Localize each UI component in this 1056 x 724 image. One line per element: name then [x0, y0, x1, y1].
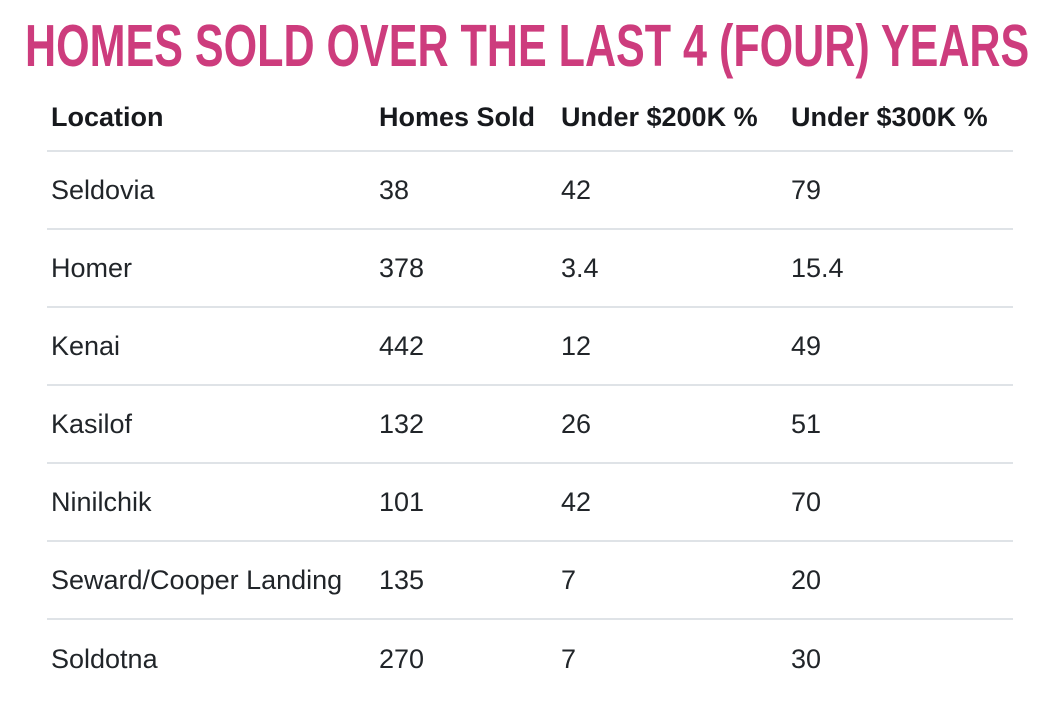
- table-row-soldotna: Soldotna 270 7 30: [47, 620, 1013, 698]
- cell-under-300k: 51: [791, 408, 822, 439]
- table-row-seward-cooper-landing: Seward/Cooper Landing 135 7 20: [47, 542, 1013, 620]
- cell-homes-sold: 101: [379, 486, 425, 517]
- cell-under-300k: 20: [791, 564, 822, 595]
- homes-sold-table: Location Homes Sold Under $200K % Under …: [47, 85, 1013, 698]
- cell-location: Seldovia: [51, 174, 155, 205]
- column-header-homes-sold: Homes Sold: [379, 102, 536, 132]
- cell-homes-sold: 442: [379, 330, 425, 361]
- cell-homes-sold: 38: [379, 174, 410, 205]
- cell-location: Kasilof: [51, 408, 133, 439]
- cell-under-300k: 79: [791, 174, 822, 205]
- cell-under-300k: 30: [791, 643, 822, 674]
- cell-under-300k: 70: [791, 486, 822, 517]
- cell-under-200k: 42: [561, 174, 592, 205]
- cell-under-200k: 7: [561, 564, 577, 595]
- cell-location: Homer: [51, 252, 133, 283]
- column-header-under-200k: Under $200K %: [561, 102, 758, 132]
- cell-homes-sold: 378: [379, 252, 425, 283]
- cell-under-300k: 15.4: [791, 252, 844, 283]
- column-header-under-300k: Under $300K %: [791, 102, 988, 132]
- table-row-homer: Homer 378 3.4 15.4: [47, 230, 1013, 308]
- cell-homes-sold: 270: [379, 643, 425, 674]
- page-title: HOMES SOLD OVER THE LAST 4 (FOUR) YEARS: [25, 13, 1030, 79]
- cell-homes-sold: 132: [379, 408, 425, 439]
- table-row-kenai: Kenai 442 12 49: [47, 308, 1013, 386]
- cell-homes-sold: 135: [379, 564, 425, 595]
- cell-under-200k: 3.4: [561, 252, 599, 283]
- cell-under-200k: 7: [561, 643, 577, 674]
- table-header-row: Location Homes Sold Under $200K % Under …: [47, 85, 1013, 152]
- cell-location: Seward/Cooper Landing: [51, 564, 343, 595]
- cell-under-200k: 26: [561, 408, 592, 439]
- cell-under-300k: 49: [791, 330, 822, 361]
- cell-location: Soldotna: [51, 643, 158, 674]
- column-header-location: Location: [51, 102, 164, 132]
- cell-under-200k: 42: [561, 486, 592, 517]
- table-row-kasilof: Kasilof 132 26 51: [47, 386, 1013, 464]
- table-row-seldovia: Seldovia 38 42 79: [47, 152, 1013, 230]
- cell-location: Ninilchik: [51, 486, 152, 517]
- cell-under-200k: 12: [561, 330, 592, 361]
- cell-location: Kenai: [51, 330, 121, 361]
- table-row-ninilchik: Ninilchik 101 42 70: [47, 464, 1013, 542]
